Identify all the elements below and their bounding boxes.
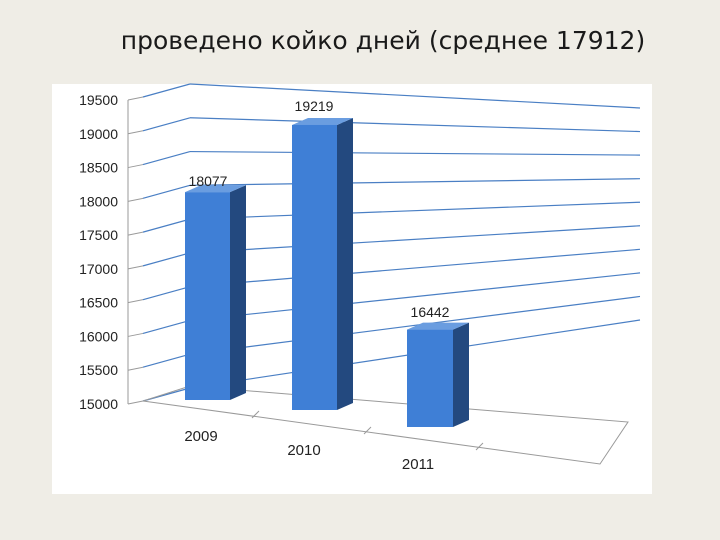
data-label: 18077 [189, 173, 228, 189]
y-tick-label: 19000 [79, 126, 118, 142]
gridline-side [142, 184, 191, 199]
tick-mark [127, 164, 144, 169]
y-tick-label: 18000 [79, 193, 118, 209]
bar [292, 124, 337, 411]
y-tick-label: 18500 [79, 160, 118, 176]
gridline-back [189, 178, 641, 186]
gridline-side [142, 218, 191, 233]
tick-mark [127, 366, 144, 371]
x-tick-mark [251, 410, 260, 419]
gridline-back [189, 201, 641, 220]
floor-outline [142, 385, 629, 465]
tick-mark [127, 400, 144, 405]
x-tick-mark [363, 426, 372, 435]
y-tick-label: 17500 [79, 227, 118, 243]
bar-top [292, 117, 353, 125]
data-label: 19219 [295, 98, 334, 114]
tick-mark [127, 231, 144, 236]
x-tick-label: 2011 [402, 456, 434, 473]
gridline-side [142, 286, 191, 301]
gridline-side [142, 319, 191, 335]
y-tick-label: 16000 [79, 328, 118, 344]
tick-mark [127, 96, 144, 101]
gridline-back [189, 117, 641, 133]
bar [185, 192, 230, 400]
gridline-side [142, 353, 191, 368]
gridline-back [189, 295, 641, 355]
tick-mark [127, 265, 144, 270]
x-tick-label: 2009 [184, 428, 217, 445]
tick-mark [127, 197, 144, 202]
bar-top [185, 185, 246, 193]
gridline-back [189, 150, 641, 156]
x-tick-label: 2010 [287, 442, 320, 459]
y-tick-label: 15500 [79, 362, 118, 378]
gridline-back [189, 272, 641, 322]
bar-side [337, 117, 353, 411]
gridline-side [142, 150, 191, 166]
gridline-back [189, 83, 641, 109]
gridline-back [189, 225, 641, 254]
gridline-side [142, 117, 191, 132]
tick-mark [127, 299, 144, 304]
tick-mark [127, 332, 144, 337]
y-tick-label: 19500 [79, 92, 118, 108]
y-tick-label: 15000 [79, 396, 118, 412]
gridline-side [142, 252, 191, 267]
chart-title: проведено койко дней (среднее 17912) [120, 26, 646, 55]
bar-top [407, 322, 469, 330]
data-label: 16442 [411, 304, 450, 320]
x-tick-mark [475, 442, 484, 451]
bar-side [230, 185, 246, 400]
gridline-back [189, 248, 641, 288]
y-tick-label: 16500 [79, 295, 118, 311]
gridline-side [142, 83, 191, 98]
y-tick-label: 17000 [79, 261, 118, 277]
tick-mark [127, 130, 144, 135]
bar [407, 329, 453, 427]
bar-side [453, 322, 469, 427]
